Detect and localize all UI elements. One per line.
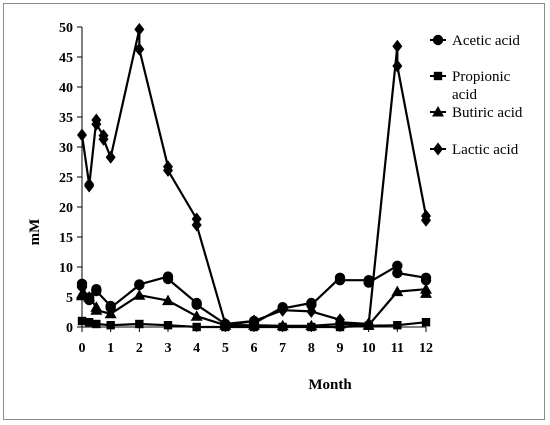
legend-label: Acetic acid bbox=[452, 33, 520, 49]
legend-marker bbox=[432, 106, 444, 117]
data-point bbox=[420, 275, 432, 286]
y-tick-label: 45 bbox=[59, 51, 73, 66]
data-point bbox=[163, 321, 173, 330]
x-tick-label: 5 bbox=[222, 341, 229, 356]
y-tick-label: 40 bbox=[59, 81, 73, 96]
data-point bbox=[191, 299, 202, 310]
x-tick-label: 7 bbox=[279, 341, 286, 356]
data-point bbox=[135, 319, 144, 329]
data-point bbox=[84, 318, 94, 327]
data-point bbox=[77, 128, 87, 142]
data-point bbox=[105, 150, 116, 164]
x-tick-label: 11 bbox=[391, 341, 404, 356]
data-point bbox=[134, 279, 145, 290]
x-tick-label: 10 bbox=[362, 341, 376, 356]
legend-marker bbox=[432, 34, 444, 46]
x-tick-label: 1 bbox=[107, 341, 114, 356]
data-point bbox=[134, 22, 145, 36]
legend-label: Propionic bbox=[452, 69, 511, 85]
data-point bbox=[106, 321, 115, 330]
data-point bbox=[421, 213, 431, 227]
legend-item: Lactic acid bbox=[430, 142, 519, 158]
x-tick-label: 0 bbox=[79, 341, 86, 356]
data-point bbox=[91, 285, 102, 297]
y-tick-label: 25 bbox=[59, 171, 73, 186]
x-axis-title: Month bbox=[308, 377, 352, 393]
y-tick-label: 15 bbox=[59, 231, 73, 246]
data-point bbox=[163, 163, 173, 177]
legend-marker bbox=[433, 142, 443, 156]
data-point bbox=[162, 294, 174, 306]
data-point bbox=[92, 319, 101, 329]
data-point bbox=[192, 322, 201, 332]
data-point bbox=[392, 267, 403, 279]
data-point bbox=[276, 319, 289, 331]
data-point bbox=[334, 275, 346, 286]
y-axis-title: mM bbox=[27, 219, 43, 246]
data-point bbox=[104, 307, 117, 319]
y-tick-label: 0 bbox=[66, 321, 73, 336]
data-point bbox=[363, 317, 374, 331]
data-point bbox=[335, 315, 345, 329]
data-point bbox=[392, 260, 403, 271]
legend-label: acid bbox=[452, 87, 477, 103]
x-tick-label: 3 bbox=[165, 341, 172, 356]
data-point bbox=[392, 59, 403, 73]
data-point bbox=[391, 285, 404, 297]
legend-item: Butiric acid bbox=[430, 105, 523, 121]
data-point bbox=[83, 291, 96, 302]
data-point bbox=[105, 302, 116, 313]
y-tick-label: 30 bbox=[59, 141, 73, 156]
x-tick-label: 8 bbox=[308, 341, 315, 356]
data-point bbox=[84, 179, 95, 193]
x-tick-label: 4 bbox=[193, 341, 200, 356]
x-tick-label: 12 bbox=[419, 341, 433, 356]
legend-item: Propionic acid bbox=[430, 69, 511, 103]
data-point bbox=[249, 314, 259, 328]
data-point bbox=[190, 310, 203, 321]
x-tick-label: 9 bbox=[337, 341, 344, 356]
y-tick-label: 20 bbox=[59, 201, 73, 216]
data-point bbox=[90, 304, 103, 315]
data-point bbox=[306, 299, 317, 310]
legend-item: Acetic acid bbox=[430, 33, 520, 49]
y-tick-label: 10 bbox=[59, 261, 73, 276]
data-point bbox=[134, 42, 145, 56]
data-point bbox=[133, 289, 146, 300]
x-tick-label: 6 bbox=[251, 341, 258, 356]
data-point bbox=[421, 318, 431, 327]
data-point bbox=[191, 218, 202, 232]
data-point bbox=[277, 303, 288, 317]
data-point bbox=[76, 281, 88, 292]
data-point bbox=[363, 277, 374, 288]
data-point bbox=[98, 132, 109, 146]
data-point bbox=[77, 316, 87, 326]
legend-marker bbox=[433, 71, 443, 81]
series-layer bbox=[76, 22, 432, 332]
x-tick-label: 2 bbox=[136, 341, 143, 356]
data-point bbox=[420, 287, 432, 298]
data-point bbox=[91, 117, 102, 131]
data-point bbox=[393, 321, 402, 330]
y-tick-label: 35 bbox=[59, 111, 73, 126]
data-point bbox=[220, 317, 231, 331]
y-tick-label: 50 bbox=[59, 21, 73, 36]
y-tick-label: 5 bbox=[66, 291, 73, 306]
chart-frame bbox=[3, 3, 545, 420]
data-point bbox=[162, 273, 174, 285]
legend: Acetic acid Propionic acid Butiric acid Lact… bbox=[430, 33, 523, 158]
data-point bbox=[306, 304, 317, 318]
data-point bbox=[392, 39, 403, 53]
series-diamond bbox=[77, 22, 431, 331]
legend-label: Butiric acid bbox=[452, 105, 523, 121]
legend-label: Lactic acid bbox=[452, 142, 519, 158]
data-point bbox=[305, 319, 318, 331]
data-point bbox=[76, 289, 88, 301]
